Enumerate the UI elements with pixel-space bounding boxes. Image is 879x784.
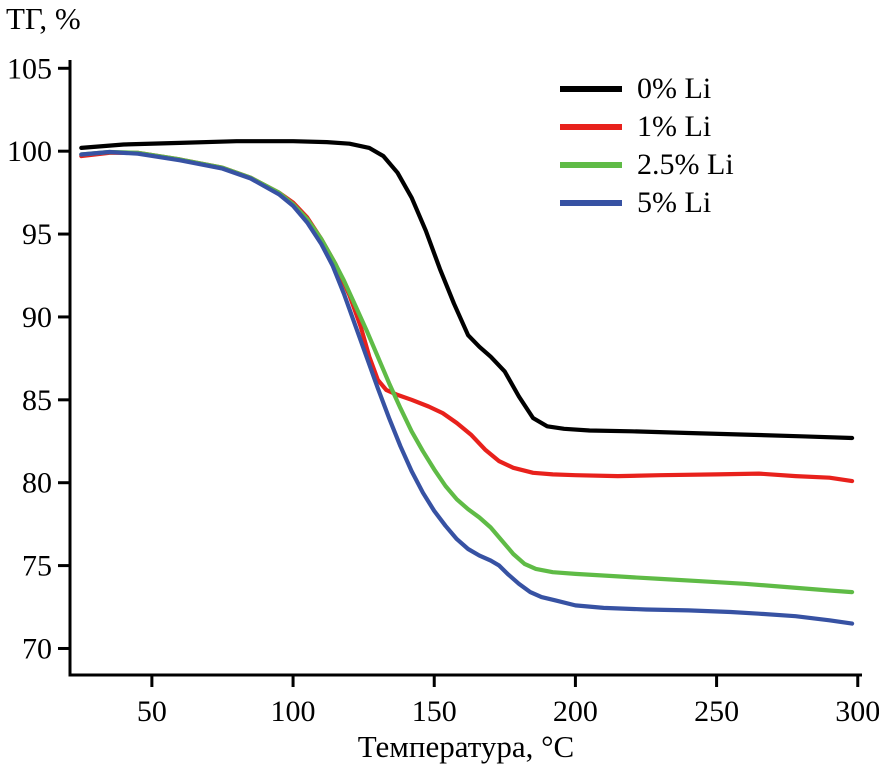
y-tick-label: 95 [22,218,52,251]
x-tick-label: 150 [412,695,457,728]
x-tick-label: 300 [835,695,879,728]
legend-swatch [560,86,622,92]
legend-label: 1% Li [637,110,712,143]
legend-swatch [560,200,622,206]
x-tick-label: 50 [137,695,167,728]
legend-swatch [560,124,622,130]
x-axis-title: Температура, °C [357,729,575,764]
series-line-0-li [79,139,855,441]
y-tick-label: 100 [7,135,52,168]
y-tick-label: 70 [22,632,52,665]
x-tick-label: 200 [553,695,598,728]
y-axis-title: ТГ, % [6,1,81,36]
series-line-2-5-li [79,149,855,595]
legend-item: 0% Li [560,70,734,108]
legend-label: 0% Li [637,72,712,105]
y-tick-label: 75 [22,550,52,583]
legend-label: 5% Li [637,186,712,219]
y-tick-label: 80 [22,467,52,500]
legend-item: 2.5% Li [560,146,734,184]
legend: 0% Li 1% Li 2.5% Li 5% Li [560,70,734,222]
series-line-5-li [79,149,855,626]
x-tick-label: 100 [271,695,316,728]
y-tick-label: 85 [22,384,52,417]
legend-swatch [560,162,622,168]
x-tick-label: 250 [694,695,739,728]
legend-label: 2.5% Li [637,148,734,181]
y-tick-label: 105 [7,52,52,85]
legend-item: 5% Li [560,184,734,222]
y-tick-label: 90 [22,301,52,334]
legend-item: 1% Li [560,108,734,146]
series-line-1-li [79,150,855,484]
